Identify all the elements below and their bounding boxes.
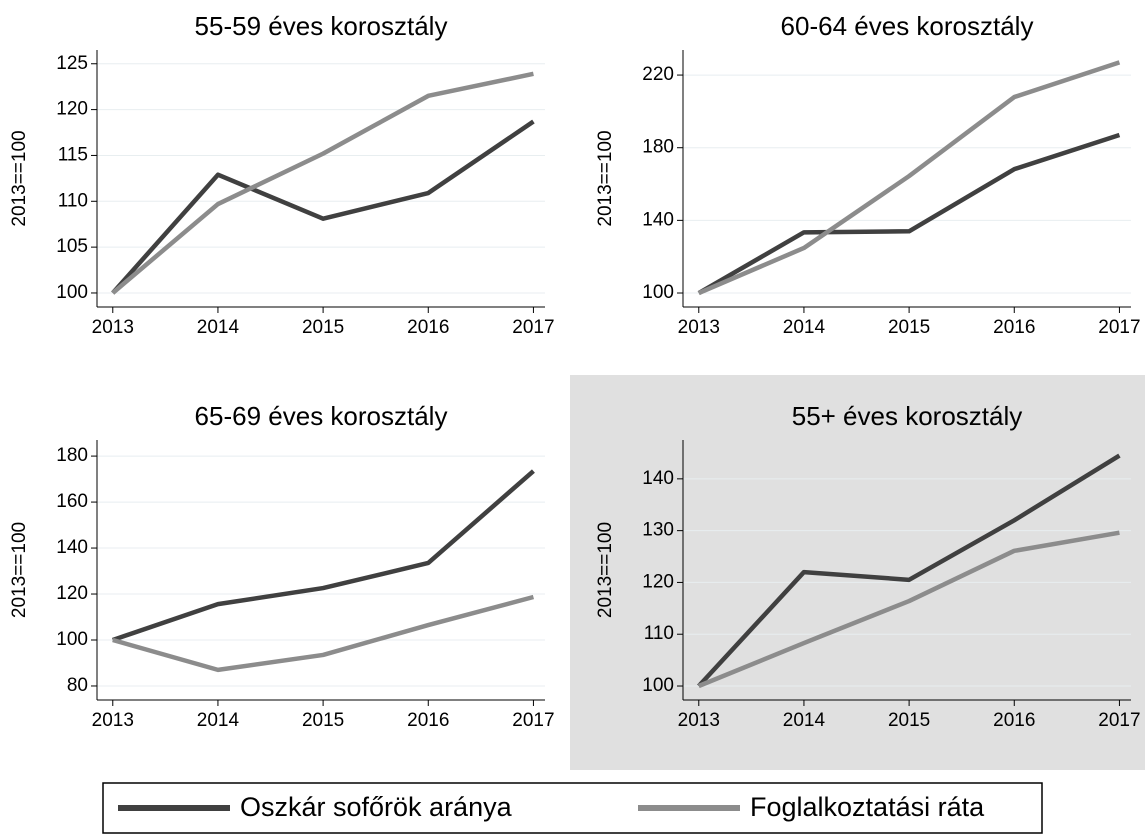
y-tick-label: 100 [56,282,88,303]
y-tick-label: 140 [56,537,88,558]
legend-box [102,782,1043,834]
y-tick-label: 140 [642,468,674,489]
y-axis-label: 2013==100 [595,522,616,618]
line-series [111,71,534,295]
y-tick-label: 180 [642,137,674,158]
x-tick-label: 2017 [512,317,554,338]
y-tick-label: 160 [56,491,88,512]
panel-background [570,375,1145,770]
chart-title: 55+ éves korosztály [792,401,1023,431]
y-tick-label: 120 [56,99,88,120]
line-series [697,132,1121,295]
legend-label: Foglalkoztatási ráta [750,792,985,822]
x-tick-label: 2015 [888,317,930,338]
y-tick-label: 120 [642,571,674,592]
x-tick-label: 2013 [678,317,720,338]
chart-title: 55-59 éves korosztály [195,11,448,41]
line-series [697,453,1121,688]
line-series [697,530,1120,689]
x-tick-label: 2014 [197,317,240,338]
y-axis-label: 2013==100 [9,522,30,618]
y-tick-label: 180 [56,445,88,466]
line-series [111,119,535,295]
legend-label: Oszkár sofőrök aránya [240,792,513,822]
x-tick-label: 2013 [92,710,134,731]
x-tick-label: 2014 [783,317,826,338]
x-tick-label: 2015 [302,710,344,731]
line-series [112,469,535,643]
x-tick-label: 2017 [1098,317,1140,338]
y-tick-label: 100 [56,629,88,650]
x-tick-label: 2014 [783,710,826,731]
y-tick-label: 130 [642,520,674,541]
line-series [112,594,535,673]
y-tick-label: 115 [58,144,88,165]
x-tick-label: 2017 [512,710,554,731]
y-tick-label: 120 [56,583,88,604]
x-tick-label: 2016 [407,317,449,338]
x-tick-label: 2015 [302,317,344,338]
x-tick-label: 2013 [678,710,720,731]
x-tick-label: 2013 [92,317,134,338]
y-tick-label: 100 [642,675,674,696]
y-axis-label: 2013==100 [9,130,30,226]
line-series [697,60,1121,296]
x-tick-label: 2017 [1098,710,1140,731]
x-tick-label: 2014 [197,710,240,731]
y-axis-label: 2013==100 [595,130,616,226]
y-tick-label: 80 [67,675,88,696]
y-tick-label: 110 [58,190,88,211]
y-tick-label: 110 [644,623,674,644]
y-tick-label: 140 [642,209,674,230]
y-tick-label: 125 [56,53,88,74]
chart-title: 65-69 éves korosztály [195,401,448,431]
x-tick-label: 2016 [993,317,1035,338]
x-tick-label: 2016 [407,710,449,731]
y-tick-label: 100 [642,282,674,303]
y-tick-label: 105 [56,236,88,257]
x-tick-label: 2016 [993,710,1035,731]
y-tick-label: 220 [642,64,674,85]
x-tick-label: 2015 [888,710,930,731]
chart-title: 60-64 éves korosztály [781,11,1034,41]
